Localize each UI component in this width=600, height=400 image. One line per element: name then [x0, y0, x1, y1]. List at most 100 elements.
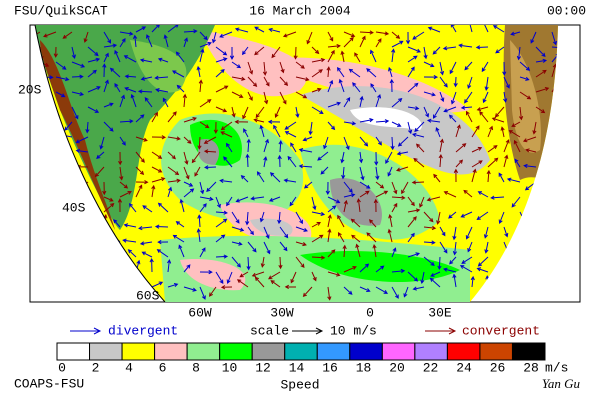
- wind-arrow: [114, 49, 121, 63]
- wind-arrow: [343, 97, 351, 108]
- wind-arrow: [375, 119, 390, 124]
- wind-arrow: [263, 76, 270, 87]
- wind-arrow: [450, 91, 457, 105]
- wind-arrow: [246, 256, 251, 271]
- wind-arrow: [267, 119, 281, 124]
- wind-arrow: [432, 106, 441, 119]
- wind-arrow: [247, 91, 253, 102]
- wind-arrow: [243, 128, 249, 138]
- wind-arrow: [481, 25, 489, 33]
- colorbar-unit: m/s: [545, 360, 568, 375]
- wind-arrow: [359, 118, 374, 123]
- wind-arrow: [460, 211, 473, 218]
- wind-arrow: [373, 198, 378, 213]
- wind-arrow: [391, 195, 406, 200]
- wind-arrow: [366, 68, 377, 78]
- wind-arrow: [103, 196, 114, 202]
- wind-arrow: [231, 106, 236, 118]
- wind-arrow: [366, 232, 377, 243]
- wind-arrow: [215, 234, 226, 243]
- wind-arrow: [510, 31, 521, 36]
- lon-label: 30E: [428, 305, 452, 320]
- wind-arrow: [226, 271, 233, 284]
- wind-arrow: [464, 91, 473, 104]
- wind-arrow: [396, 151, 409, 156]
- wind-arrow: [166, 259, 172, 273]
- wind-arrow: [124, 87, 137, 93]
- wind-arrow: [182, 93, 187, 108]
- wind-arrow: [437, 256, 442, 271]
- wind-arrow: [199, 286, 206, 300]
- wind-arrow: [519, 76, 530, 81]
- wind-arrow: [215, 46, 228, 56]
- wind-arrow: [103, 102, 114, 108]
- convergent-arrow: [425, 327, 457, 335]
- wind-arrow: [391, 202, 398, 213]
- wind-arrow: [278, 140, 283, 153]
- wind-arrow: [423, 256, 435, 266]
- wind-arrow: [215, 57, 228, 63]
- wind-arrow: [482, 91, 489, 104]
- colorbar-tick-label: 14: [289, 360, 305, 375]
- wind-arrow: [323, 136, 329, 150]
- wind-arrow: [119, 166, 124, 181]
- wind-arrow: [407, 82, 419, 93]
- wind-arrow: [519, 61, 531, 71]
- colorbar-swatch: [154, 342, 188, 361]
- wind-arrow: [458, 43, 473, 48]
- wind-arrow: [245, 153, 250, 168]
- colorbar-swatch: [446, 342, 481, 361]
- wind-arrow: [452, 226, 457, 241]
- wind-arrow: [220, 131, 233, 138]
- wind-arrow: [151, 281, 164, 288]
- wind-arrow: [407, 271, 419, 282]
- wind-arrow: [119, 191, 132, 198]
- wind-arrow: [423, 61, 435, 68]
- wind-arrow: [85, 121, 90, 134]
- wind-arrow: [242, 106, 249, 120]
- wind-arrow: [122, 238, 137, 243]
- wind-arrow: [414, 121, 425, 133]
- wind-arrow: [415, 143, 425, 153]
- wind-arrow: [295, 256, 305, 269]
- wind-arrow: [279, 226, 289, 239]
- wind-arrow: [426, 196, 441, 202]
- wind-arrow: [175, 51, 185, 63]
- wind-arrow: [172, 234, 185, 243]
- wind-arrow: [514, 158, 521, 168]
- wind-arrow: [522, 136, 537, 143]
- wind-arrow: [94, 166, 105, 178]
- wind-arrow: [154, 224, 169, 229]
- lon-label: 60W: [188, 305, 212, 320]
- wind-arrow: [358, 151, 364, 164]
- wind-arrow: [87, 86, 101, 93]
- wind-arrow: [439, 61, 445, 76]
- wind-arrow: [231, 76, 246, 81]
- wind-arrow: [407, 252, 420, 258]
- wind-arrow: [298, 164, 313, 169]
- wind-arrow: [263, 156, 268, 168]
- colorbar-swatch: [89, 342, 123, 361]
- wind-arrow: [429, 277, 441, 288]
- wind-arrow: [433, 173, 441, 183]
- wind-arrow: [196, 228, 201, 243]
- wind-arrow: [374, 151, 379, 166]
- wind-arrow: [341, 166, 346, 180]
- wind-arrow: [119, 119, 134, 124]
- wind-arrow: [343, 193, 356, 198]
- lat-label: 40S: [62, 200, 86, 215]
- wind-arrow: [327, 196, 341, 204]
- wind-arrow: [102, 181, 107, 196]
- wind-arrow: [513, 139, 521, 153]
- colorbar-swatch: [349, 342, 383, 361]
- wind-arrow: [391, 48, 396, 63]
- wind-arrow: [183, 188, 195, 198]
- wind-arrow: [140, 76, 153, 81]
- wind-arrow: [231, 91, 244, 98]
- wind-arrow: [435, 127, 441, 138]
- wind-arrow: [199, 181, 205, 195]
- wind-arrow: [268, 271, 281, 280]
- wind-arrow: [502, 61, 507, 76]
- wind-arrow: [372, 243, 377, 258]
- wind-arrow: [303, 181, 313, 189]
